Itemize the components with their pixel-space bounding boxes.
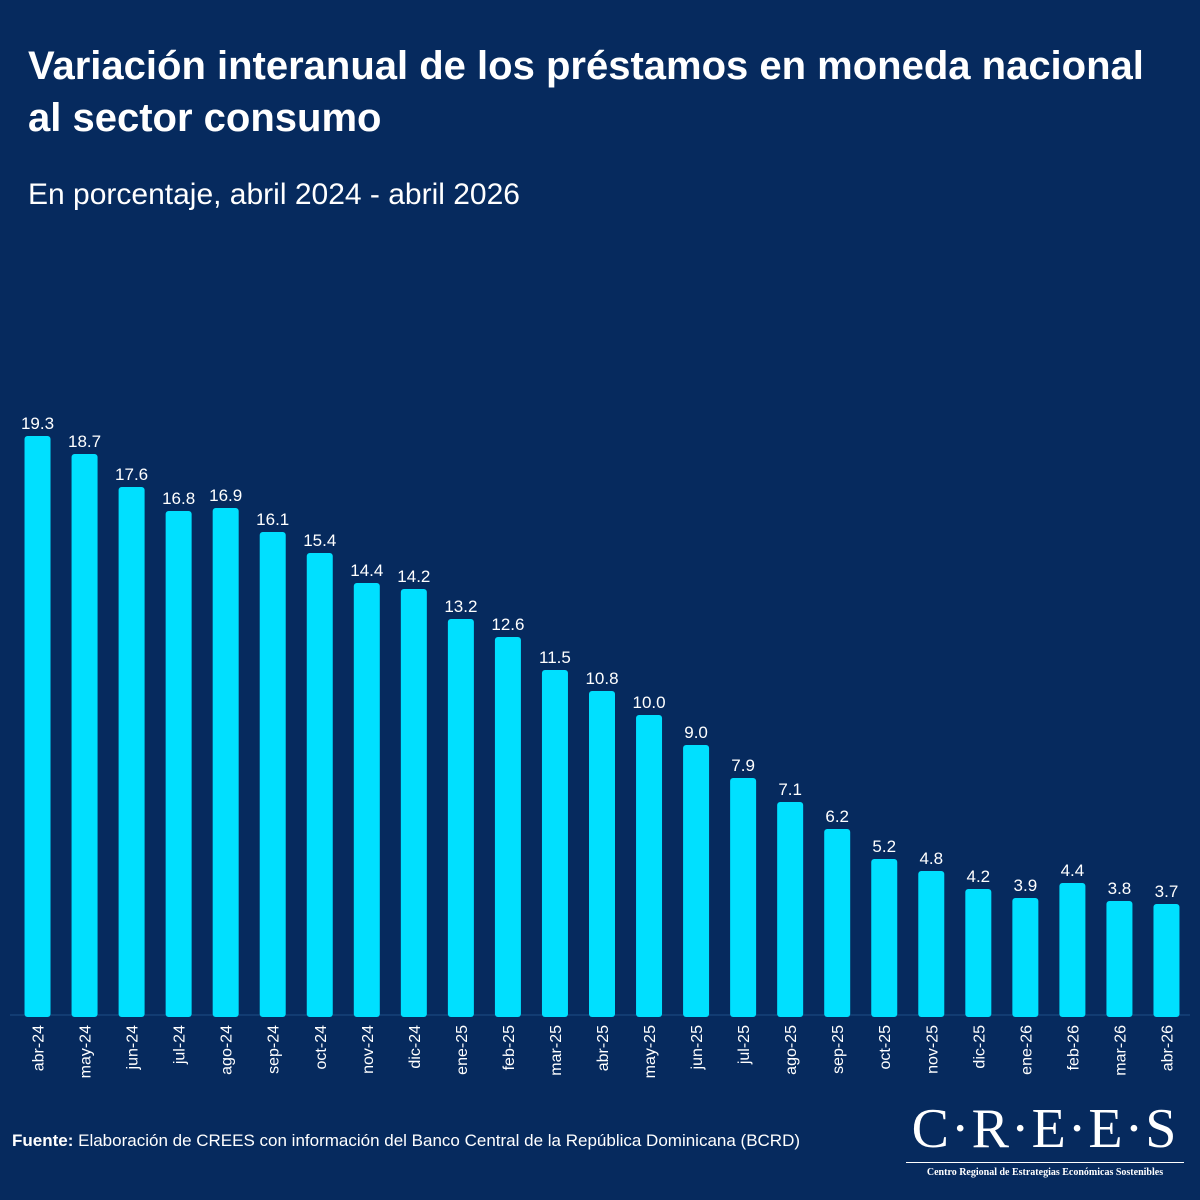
bar-ene-25 <box>447 619 474 1017</box>
bar-mar-26 <box>1106 901 1133 1017</box>
x-tick-label-jul-24: jul-24 <box>172 1025 189 1065</box>
bar-jul-24 <box>165 511 192 1017</box>
bar-abr-24 <box>24 436 51 1017</box>
x-tick-label-jul-25: jul-25 <box>736 1025 753 1065</box>
data-label-feb-26: 4.4 <box>1061 861 1085 880</box>
data-label-jul-24: 16.8 <box>162 489 195 508</box>
x-tick-label-mar-26: mar-26 <box>1112 1025 1129 1076</box>
bar-feb-25 <box>494 637 521 1017</box>
bar-ene-26 <box>1012 898 1039 1017</box>
data-label-ago-24: 16.9 <box>209 486 242 505</box>
bar-oct-24 <box>306 553 333 1017</box>
chart-title: Variación interanual de los préstamos en… <box>28 44 1144 140</box>
x-tick-label-abr-24: abr-24 <box>31 1025 48 1071</box>
bar-nov-25 <box>918 871 945 1017</box>
x-tick-label-abr-26: abr-26 <box>1159 1025 1176 1071</box>
data-label-feb-25: 12.6 <box>491 615 524 634</box>
bar-ago-24 <box>212 508 239 1017</box>
bar-chart: 19.3 abr-24 18.7 may-24 17.6 jun-24 16.8 jul-24… <box>10 414 1190 1078</box>
bar-oct-25 <box>871 859 898 1017</box>
bar-jul-25 <box>730 778 757 1017</box>
x-tick-label-ene-26: ene-26 <box>1018 1025 1035 1075</box>
data-label-oct-24: 15.4 <box>303 531 336 550</box>
data-label-oct-25: 5.2 <box>872 837 896 856</box>
x-tick-label-may-24: may-24 <box>78 1025 95 1078</box>
data-label-mar-25: 11.5 <box>539 648 571 667</box>
crees-logo: C·R·E·E·S Centro Regional de Estrategias… <box>900 1098 1190 1188</box>
data-label-jun-25: 9.0 <box>684 723 708 742</box>
data-label-jul-25: 7.9 <box>731 756 755 775</box>
bar-abr-25 <box>589 691 615 1017</box>
data-label-nov-25: 4.8 <box>919 849 943 868</box>
x-tick-label-nov-24: nov-24 <box>360 1025 377 1074</box>
data-label-may-24: 18.7 <box>68 432 101 451</box>
x-tick-label-ago-24: ago-24 <box>219 1025 236 1075</box>
bar-may-24 <box>71 454 98 1017</box>
data-label-abr-26: 3.7 <box>1155 882 1179 901</box>
x-tick-label-nov-25: nov-25 <box>924 1025 941 1074</box>
data-label-jun-24: 17.6 <box>115 465 148 484</box>
x-tick-label-feb-26: feb-26 <box>1065 1025 1082 1070</box>
data-label-ago-25: 7.1 <box>778 780 802 799</box>
bar-dic-24 <box>400 589 427 1017</box>
data-label-mar-26: 3.8 <box>1108 879 1132 898</box>
source-label: Fuente: <box>12 1131 74 1150</box>
x-tick-label-dic-25: dic-25 <box>971 1025 988 1069</box>
bar-mar-25 <box>541 670 568 1017</box>
x-tick-label-feb-25: feb-25 <box>501 1025 518 1070</box>
x-tick-label-jun-25: jun-25 <box>689 1025 706 1071</box>
bar-feb-26 <box>1059 883 1086 1017</box>
bar-sep-25 <box>824 829 851 1017</box>
data-label-abr-25: 10.8 <box>585 669 618 688</box>
logo-caption: Centro Regional de Estrategias Económica… <box>926 1167 1164 1178</box>
bar-nov-24 <box>353 583 380 1017</box>
logo-wordmark: C·R·E·E·S <box>911 1098 1179 1160</box>
x-tick-label-ago-25: ago-25 <box>783 1025 800 1075</box>
bar-jun-24 <box>118 487 145 1017</box>
source-note: Fuente: Elaboración de CREES con informa… <box>12 1128 872 1154</box>
x-tick-label-sep-25: sep-25 <box>830 1025 847 1074</box>
data-label-sep-24: 16.1 <box>256 510 289 529</box>
data-label-may-25: 10.0 <box>632 693 665 712</box>
x-tick-label-jun-24: jun-24 <box>125 1025 142 1071</box>
x-tick-label-sep-24: sep-24 <box>266 1025 283 1074</box>
x-tick-label-dic-24: dic-24 <box>407 1025 424 1069</box>
x-tick-label-may-25: may-25 <box>642 1025 659 1078</box>
data-label-nov-24: 14.4 <box>350 561 383 580</box>
bar-sep-24 <box>259 532 286 1017</box>
x-tick-label-ene-25: ene-25 <box>454 1025 471 1075</box>
data-label-dic-24: 14.2 <box>397 567 430 586</box>
x-tick-label-oct-25: oct-25 <box>877 1025 894 1070</box>
data-label-dic-25: 4.2 <box>966 867 990 886</box>
data-label-abr-24: 19.3 <box>21 414 54 433</box>
bar-dic-25 <box>965 889 992 1017</box>
x-tick-label-abr-25: abr-25 <box>595 1025 612 1071</box>
source-text: Elaboración de CREES con información del… <box>73 1131 801 1150</box>
x-tick-label-oct-24: oct-24 <box>313 1025 330 1070</box>
data-label-ene-26: 3.9 <box>1014 876 1038 895</box>
bar-may-25 <box>636 715 663 1017</box>
data-label-ene-25: 13.2 <box>444 597 477 616</box>
chart-subtitle: En porcentaje, abril 2024 - abril 2026 <box>28 178 520 211</box>
bar-jun-25 <box>683 745 710 1017</box>
data-label-sep-25: 6.2 <box>825 807 849 826</box>
x-tick-label-mar-25: mar-25 <box>548 1025 565 1076</box>
bar-ago-25 <box>777 802 804 1017</box>
logo-divider <box>906 1162 1184 1163</box>
bar-abr-26 <box>1153 904 1180 1017</box>
